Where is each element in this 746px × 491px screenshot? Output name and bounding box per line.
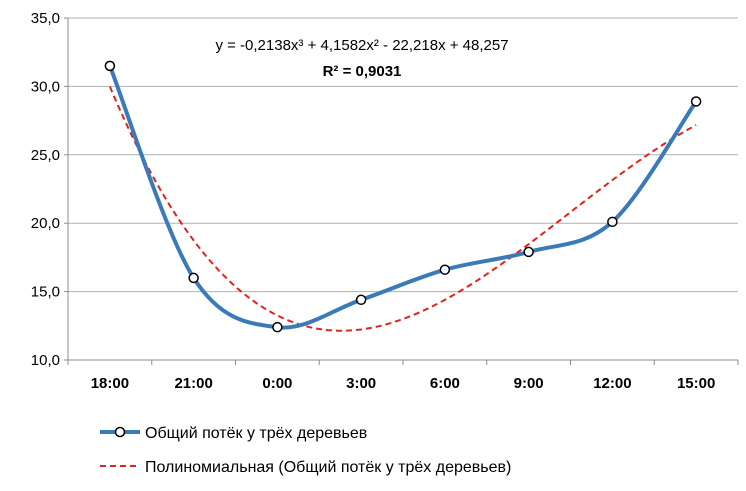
data-point	[188, 272, 199, 284]
data-point	[607, 216, 618, 228]
gridlines	[68, 17, 738, 293]
data-point	[272, 321, 283, 333]
x-tick-label: 15:00	[677, 375, 715, 392]
x-tick-label: 12:00	[593, 375, 631, 392]
y-tick-label: 10,0	[31, 352, 60, 369]
series-markers	[104, 60, 702, 333]
x-axis-ticks: 18:00 21:00 0:00 3:00 6:00 9:00 12:00 15:00	[67, 360, 739, 392]
data-point	[104, 60, 116, 72]
x-tick-label: 18:00	[91, 375, 129, 392]
y-tick-label: 30,0	[31, 78, 60, 95]
x-tick-label: 6:00	[430, 375, 460, 392]
x-tick-label: 9:00	[514, 375, 544, 392]
data-point	[355, 294, 367, 306]
y-tick-label: 25,0	[31, 147, 60, 164]
trendline-polynomial	[108, 86, 697, 332]
y-tick-label: 15,0	[31, 284, 60, 301]
legend-marker-series	[114, 426, 126, 438]
legend-label-series: Общий потёк у трёх деревьев	[145, 425, 367, 442]
y-axis-ticks: 10,0 15,0 20,0 25,0 30,0 35,0	[31, 10, 68, 369]
data-point	[439, 264, 451, 275]
x-tick-label: 21:00	[174, 375, 212, 392]
data-point	[523, 246, 534, 258]
legend: Общий потёк у трёх деревьев Полиномиальн…	[100, 425, 511, 476]
legend-label-trendline: Полиномиальная (Общий потёк у трёх дерев…	[145, 459, 511, 476]
y-tick-label: 35,0	[31, 10, 60, 27]
r-squared-label: R² = 0,9031	[323, 63, 402, 80]
series-line-total-flow	[107, 63, 699, 330]
x-tick-label: 0:00	[262, 375, 292, 392]
trendline-equation: y = -0,2138x³ + 4,1582x² - 22,218x + 48,…	[215, 37, 508, 54]
data-point	[690, 96, 702, 107]
x-tick-label: 3:00	[346, 375, 376, 392]
y-tick-label: 20,0	[31, 215, 60, 232]
